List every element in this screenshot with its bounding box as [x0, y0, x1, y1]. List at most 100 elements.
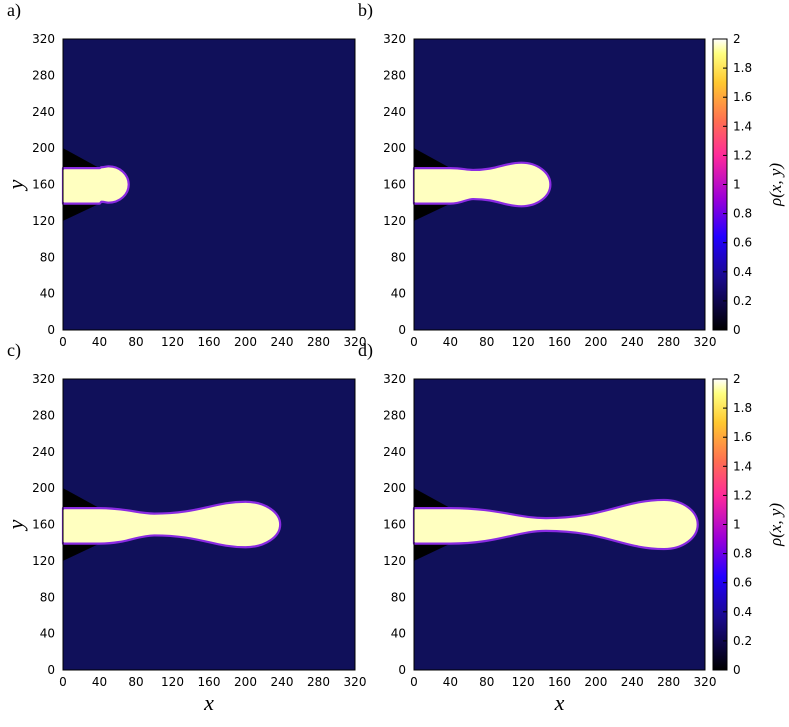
panel-c-xtick-label: 40 — [92, 675, 107, 689]
colorbar-1-tick-label: 1.8 — [733, 61, 752, 75]
panel-d-ytick-label: 120 — [383, 554, 406, 568]
colorbar-2-tick-label: 0 — [733, 663, 741, 677]
colorbar-1-tick-label: 0.6 — [733, 236, 752, 250]
panel-b-xtick-label: 280 — [657, 335, 680, 349]
colorbar-1-tick-label: 2 — [733, 32, 741, 46]
panel-d-ytick-label: 0 — [398, 663, 406, 677]
colorbar-1-tick-label: 1.2 — [733, 148, 752, 162]
panel-a-xtick-label: 280 — [307, 335, 330, 349]
panel-c-ytick-label: 200 — [32, 481, 55, 495]
panel-a-xtick-label: 80 — [128, 335, 143, 349]
panel-c-xtick-label: 80 — [128, 675, 143, 689]
colorbar-2-label: ρ(x, y) — [766, 503, 785, 547]
panel-b-label: b) — [358, 0, 373, 21]
panel-a-ytick-label: 320 — [32, 32, 55, 46]
panel-d-xtick-label: 120 — [512, 675, 535, 689]
panel-a-ytick-label: 160 — [32, 178, 55, 192]
panel-c-xlabel: x — [203, 690, 214, 715]
panel-c-wall-bottom — [63, 543, 100, 561]
panel-d-droplet — [412, 498, 699, 551]
colorbar-2-tick-label: 0.4 — [733, 605, 752, 619]
panel-d-xtick-label: 200 — [584, 675, 607, 689]
panel-b-ytick-label: 200 — [383, 141, 406, 155]
panel-b-xtick-label: 40 — [443, 335, 458, 349]
panel-b-ytick-label: 160 — [383, 178, 406, 192]
panel-b-xtick-label: 160 — [548, 335, 571, 349]
panel-b-ytick-label: 240 — [383, 105, 406, 119]
panel-b-xtick-label: 0 — [410, 335, 418, 349]
panel-b-droplet — [412, 161, 552, 208]
panel-a-label: a) — [7, 0, 21, 21]
panel-c-xtick-label: 160 — [198, 675, 221, 689]
colorbar-2-tick-label: 0.2 — [733, 634, 752, 648]
panel-c-xtick-label: 120 — [161, 675, 184, 689]
panel-a-xtick-label: 320 — [344, 335, 367, 349]
panel-c-xtick-label: 280 — [307, 675, 330, 689]
panel-a-ytick-label: 40 — [40, 287, 55, 301]
panel-c-wall-top — [63, 488, 100, 509]
panel-c-ytick-label: 280 — [32, 408, 55, 422]
panel-b-ytick-label: 120 — [383, 214, 406, 228]
panel-d-wall-top — [414, 488, 451, 509]
panel-b-xtick-label: 320 — [694, 335, 717, 349]
panel-c-xtick-label: 240 — [271, 675, 294, 689]
panel-a-wall-top — [63, 148, 100, 169]
panel-c-ytick-label: 120 — [32, 554, 55, 568]
panel-d-frame — [413, 378, 706, 671]
colorbar-1-tick-label: 0 — [733, 323, 741, 337]
colorbar-2-tick-label: 1.6 — [733, 430, 752, 444]
panel-c-frame — [62, 378, 356, 671]
panel-b-wall-top — [414, 148, 451, 169]
colorbar-1-label: ρ(x, y) — [766, 163, 785, 207]
panel-b-ytick-label: 280 — [383, 68, 406, 82]
panel-d-xtick-label: 240 — [621, 675, 644, 689]
panel-d-xtick-label: 80 — [479, 675, 494, 689]
colorbar-2-tick-label: 2 — [733, 372, 741, 386]
panel-c-ytick-label: 160 — [32, 518, 55, 532]
panel-d-xtick-label: 320 — [694, 675, 717, 689]
colorbar-2-tick-label: 1 — [733, 518, 741, 532]
panel-d-ytick-label: 80 — [391, 590, 406, 604]
colorbar-2-tick-label: 0.6 — [733, 576, 752, 590]
panel-b-ytick-label: 40 — [391, 287, 406, 301]
panel-c-xtick-label: 200 — [234, 675, 257, 689]
colorbar-1-tick-label: 0.4 — [733, 265, 752, 279]
colorbar-2-tick-label: 1.2 — [733, 488, 752, 502]
colorbar-1-tick-label: 1.4 — [733, 119, 752, 133]
panel-b-xtick-label: 200 — [584, 335, 607, 349]
panel-c-xtick-label: 320 — [344, 675, 367, 689]
panel-c-droplet — [61, 500, 281, 549]
panel-c-xtick-label: 0 — [59, 675, 67, 689]
panel-d-wall-bottom — [414, 543, 451, 561]
colorbar-2-tick-label: 1.4 — [733, 459, 752, 473]
panel-d-ytick-label: 40 — [391, 627, 406, 641]
panel-c-ylabel: y — [3, 519, 28, 531]
panel-c-ytick-label: 80 — [40, 590, 55, 604]
panel-a-ytick-label: 240 — [32, 105, 55, 119]
panel-a-ytick-label: 280 — [32, 68, 55, 82]
panel-d-xtick-label: 40 — [443, 675, 458, 689]
panel-d-xtick-label: 160 — [548, 675, 571, 689]
colorbar-1-tick-label: 1.6 — [733, 90, 752, 104]
panel-d-ytick-label: 160 — [383, 518, 406, 532]
panel-a-ytick-label: 80 — [40, 250, 55, 264]
colorbar-1-tick-label: 0.8 — [733, 207, 752, 221]
panel-d-xtick-label: 0 — [410, 675, 418, 689]
panel-d-ytick-label: 320 — [383, 372, 406, 386]
panel-a-xtick-label: 200 — [234, 335, 257, 349]
panel-a-xtick-label: 0 — [59, 335, 67, 349]
panel-a-xtick-label: 160 — [198, 335, 221, 349]
panel-d-xlabel: x — [554, 690, 565, 715]
panel-a-ytick-label: 200 — [32, 141, 55, 155]
panel-b-xtick-label: 120 — [512, 335, 535, 349]
panel-a-xtick-label: 120 — [161, 335, 184, 349]
panel-d-ytick-label: 200 — [383, 481, 406, 495]
panel-d-label: d) — [358, 340, 373, 361]
panel-b-ytick-label: 0 — [398, 323, 406, 337]
panel-a-xtick-label: 40 — [92, 335, 107, 349]
panel-c-ytick-label: 320 — [32, 372, 55, 386]
panel-c-ytick-label: 0 — [47, 663, 55, 677]
panel-c-label: c) — [7, 340, 21, 361]
panel-a-ytick-label: 0 — [47, 323, 55, 337]
